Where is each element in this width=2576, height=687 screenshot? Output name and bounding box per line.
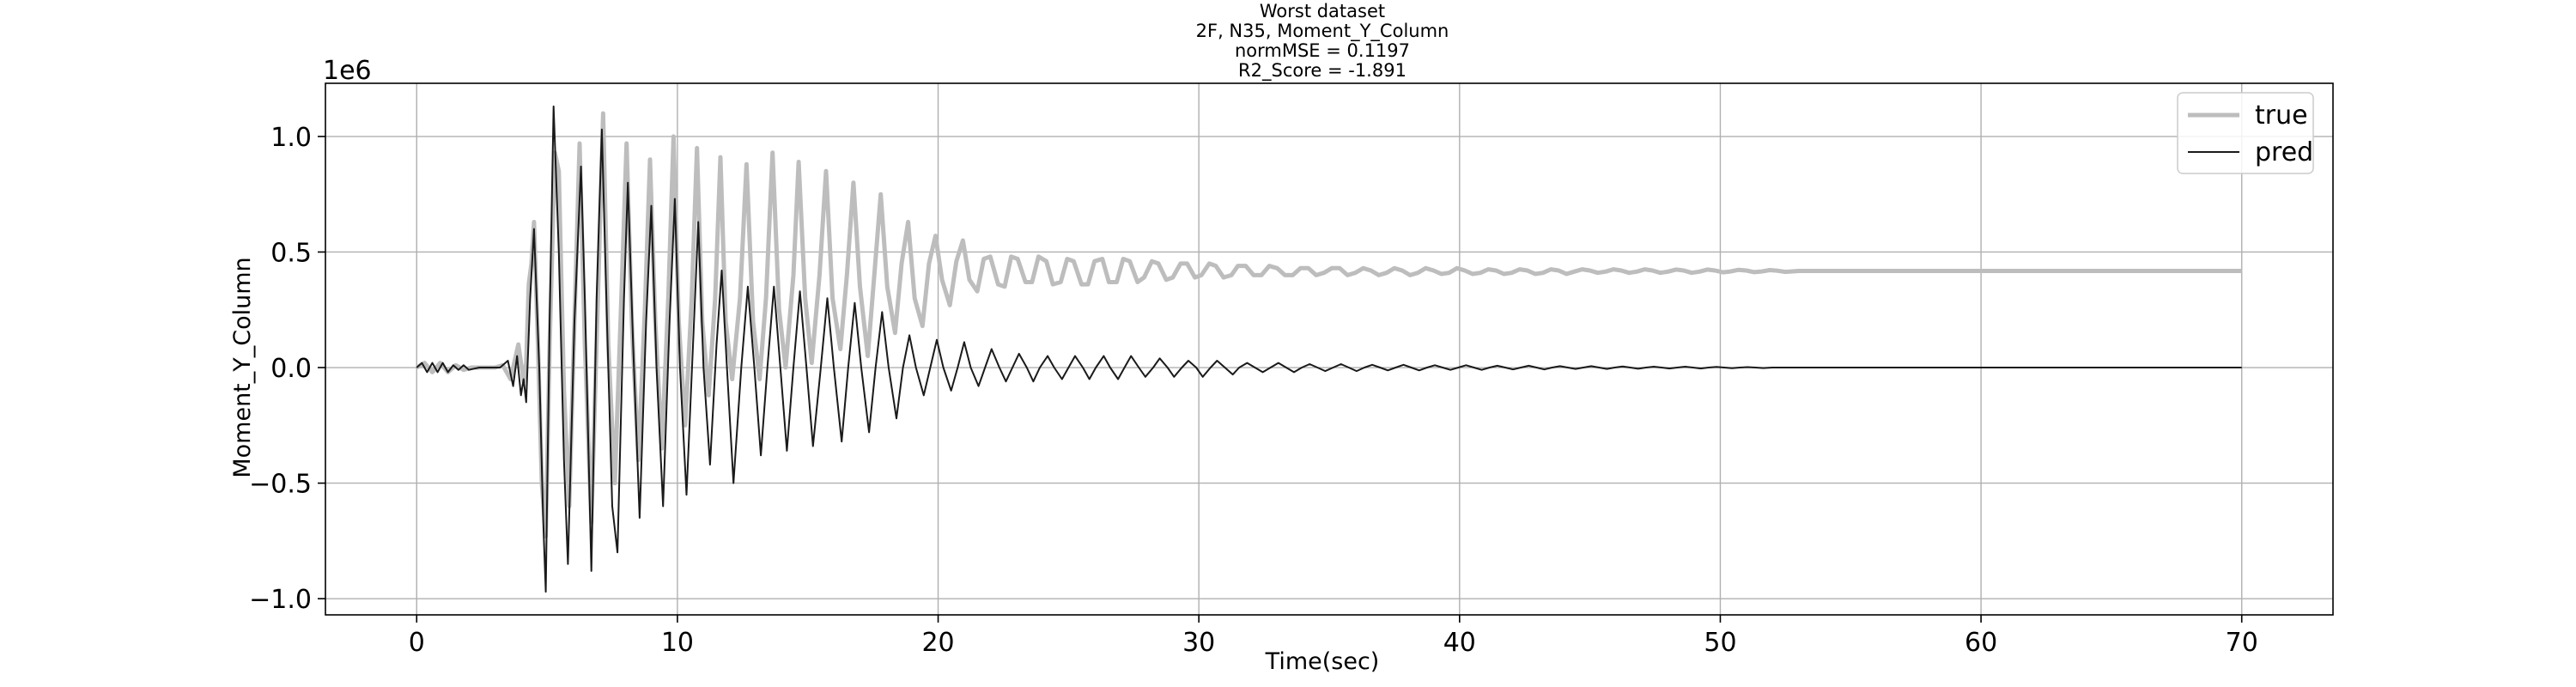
- title-line-4: R2_Score = -1.891: [1238, 60, 1406, 82]
- y-tick-label: 0.5: [270, 238, 312, 268]
- legend: true pred: [2177, 92, 2314, 174]
- title-line-3: normMSE = 0.1197: [1235, 40, 1410, 61]
- title-line-1: Worst dataset: [1260, 1, 1385, 21]
- series-line-true: [416, 111, 2242, 538]
- x-tick-label: 70: [2226, 628, 2258, 658]
- y-axis-label: Moment_Y_Column: [229, 257, 256, 477]
- axis-ticks: 0 10 20 30 40 50 60 70 −1.0 −0.5 0.0 0.5 1.0: [249, 123, 2258, 658]
- y-tick-label: −1.0: [249, 585, 312, 615]
- title-line-2: 2F, N35, Moment_Y_Column: [1196, 21, 1449, 42]
- y-tick-label: 1.0: [270, 123, 312, 153]
- legend-label-true: true: [2255, 100, 2308, 131]
- x-tick-label: 40: [1443, 628, 1476, 658]
- y-tick-label: 0.0: [270, 354, 312, 384]
- x-tick-label: 60: [1965, 628, 1997, 658]
- y-offset-label: 1e6: [323, 56, 372, 86]
- series-line-pred: [416, 105, 2242, 593]
- x-tick-label: 20: [921, 628, 954, 658]
- x-tick-label: 30: [1182, 628, 1215, 658]
- x-tick-label: 50: [1704, 628, 1736, 658]
- x-tick-label: 0: [409, 628, 425, 658]
- legend-label-pred: pred: [2255, 137, 2313, 167]
- series-lines: [416, 105, 2242, 593]
- x-axis-label: Time(sec): [1265, 648, 1380, 675]
- chart-title: Worst dataset 2F, N35, Moment_Y_Column n…: [1196, 1, 1449, 82]
- y-tick-label: −0.5: [249, 470, 312, 500]
- plot-area-frame: [325, 82, 2334, 616]
- x-tick-label: 10: [661, 628, 694, 658]
